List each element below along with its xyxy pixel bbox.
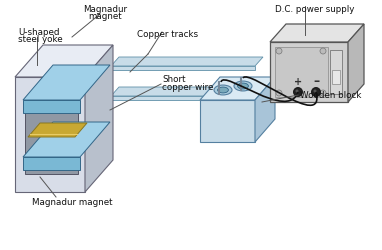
Polygon shape (200, 100, 255, 142)
Polygon shape (275, 47, 328, 97)
Text: –: – (313, 76, 319, 88)
Text: D.C. power supply: D.C. power supply (275, 5, 355, 14)
Polygon shape (23, 122, 110, 157)
Text: Short: Short (162, 76, 186, 84)
Polygon shape (25, 97, 78, 174)
Polygon shape (111, 66, 255, 70)
Text: Magnadur magnet: Magnadur magnet (32, 198, 112, 207)
Ellipse shape (214, 85, 232, 95)
Text: U-shaped: U-shaped (18, 28, 60, 37)
Polygon shape (111, 87, 263, 96)
Ellipse shape (234, 81, 252, 91)
Ellipse shape (218, 87, 228, 93)
Polygon shape (270, 24, 364, 42)
Polygon shape (348, 24, 364, 102)
Polygon shape (330, 50, 342, 94)
Polygon shape (255, 77, 275, 142)
Circle shape (276, 48, 282, 54)
Polygon shape (111, 96, 255, 100)
Circle shape (293, 88, 303, 96)
Text: Magnadur: Magnadur (83, 5, 127, 14)
Circle shape (276, 90, 282, 96)
Text: Copper tracks: Copper tracks (138, 30, 199, 39)
Polygon shape (332, 70, 340, 84)
Polygon shape (85, 45, 113, 192)
Polygon shape (23, 157, 80, 170)
Ellipse shape (238, 83, 248, 89)
Text: +: + (294, 77, 302, 87)
Polygon shape (200, 77, 275, 100)
Text: magnet: magnet (88, 12, 122, 21)
Polygon shape (270, 42, 348, 102)
Circle shape (314, 90, 317, 92)
Polygon shape (23, 100, 80, 113)
Polygon shape (23, 65, 110, 100)
Polygon shape (15, 77, 85, 192)
Polygon shape (28, 123, 87, 137)
Circle shape (311, 88, 320, 96)
Circle shape (296, 90, 298, 92)
Circle shape (320, 48, 326, 54)
Text: Wooden block: Wooden block (300, 90, 361, 100)
Polygon shape (111, 57, 263, 66)
Text: copper wire: copper wire (162, 84, 214, 92)
Text: steel yoke: steel yoke (18, 35, 63, 44)
Polygon shape (15, 45, 113, 77)
Circle shape (320, 90, 326, 96)
